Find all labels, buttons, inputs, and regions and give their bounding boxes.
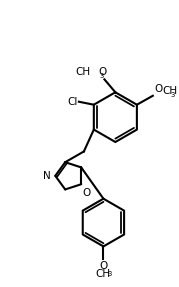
Text: CH: CH (163, 86, 178, 96)
Text: 3: 3 (100, 73, 104, 79)
Text: 3: 3 (170, 92, 175, 98)
Text: O: O (99, 261, 108, 271)
Text: O: O (99, 67, 107, 77)
Text: CH: CH (96, 269, 111, 279)
Text: N: N (43, 171, 51, 181)
Text: 3: 3 (108, 271, 112, 277)
Text: CH: CH (75, 67, 91, 77)
Text: O: O (82, 188, 90, 198)
Text: Cl: Cl (67, 97, 77, 107)
Text: O: O (154, 84, 163, 94)
